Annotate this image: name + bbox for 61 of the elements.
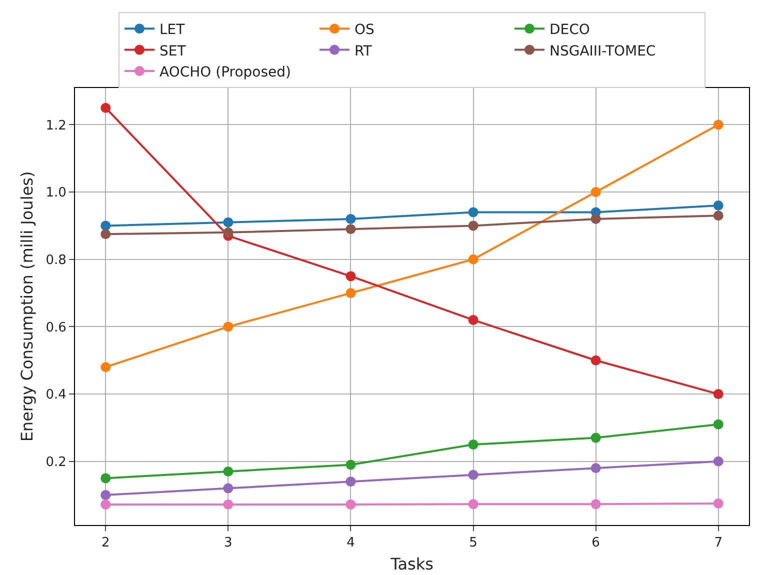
point — [346, 214, 356, 224]
y-tick-label: 0.2 — [46, 454, 66, 470]
point — [590, 355, 601, 366]
legend-label: SET — [160, 43, 186, 60]
point — [468, 470, 478, 480]
legend-label: OS — [354, 22, 375, 38]
legend-label: AOCHO (Proposed) — [160, 64, 292, 80]
point — [346, 271, 356, 282]
point — [346, 499, 356, 510]
point — [713, 120, 724, 130]
legend-label: LET — [160, 22, 186, 38]
legend-label: NSGAIII-TOMEC — [550, 43, 656, 60]
point — [590, 463, 601, 474]
y-tick-label: 0.6 — [46, 320, 66, 336]
point — [590, 432, 601, 443]
legend-label: RT — [354, 43, 372, 60]
point — [100, 102, 111, 113]
point — [468, 440, 478, 450]
point — [223, 227, 234, 238]
point — [223, 466, 234, 476]
x-tick-label: 5 — [469, 536, 478, 551]
legend-label: DECO — [550, 22, 590, 38]
point — [100, 490, 111, 500]
x-tick-label: 7 — [714, 536, 722, 551]
point — [346, 460, 356, 470]
point — [223, 322, 234, 332]
x-tick-label: 6 — [592, 536, 600, 551]
point — [346, 224, 356, 234]
point — [100, 362, 111, 372]
point — [100, 473, 111, 484]
x-axis-title: Tasks — [390, 554, 434, 574]
point — [713, 498, 724, 508]
point — [223, 499, 234, 510]
y-tick-label: 1.2 — [46, 118, 66, 134]
y-axis-title: Energy Consumption (milli Joules) — [18, 171, 37, 442]
point — [713, 456, 724, 466]
point — [713, 389, 724, 400]
point — [713, 210, 724, 221]
point — [713, 200, 724, 210]
point — [468, 499, 478, 510]
point — [468, 254, 478, 264]
y-tick-label: 1.0 — [46, 186, 66, 201]
point — [590, 499, 601, 510]
point — [713, 419, 724, 430]
point — [590, 214, 601, 224]
y-tick-label: 0.4 — [46, 388, 66, 403]
x-tick-label: 3 — [224, 536, 232, 551]
point — [468, 220, 478, 231]
x-tick-label: 2 — [102, 536, 110, 551]
point — [468, 314, 478, 325]
point — [223, 483, 234, 494]
y-tick-label: 0.8 — [46, 252, 66, 268]
point — [100, 499, 111, 510]
point — [468, 207, 478, 218]
point — [223, 217, 234, 228]
point — [100, 229, 111, 240]
x-tick-label: 4 — [346, 536, 355, 551]
point — [100, 220, 111, 231]
point — [346, 476, 356, 487]
point — [590, 187, 601, 198]
point — [346, 288, 356, 298]
